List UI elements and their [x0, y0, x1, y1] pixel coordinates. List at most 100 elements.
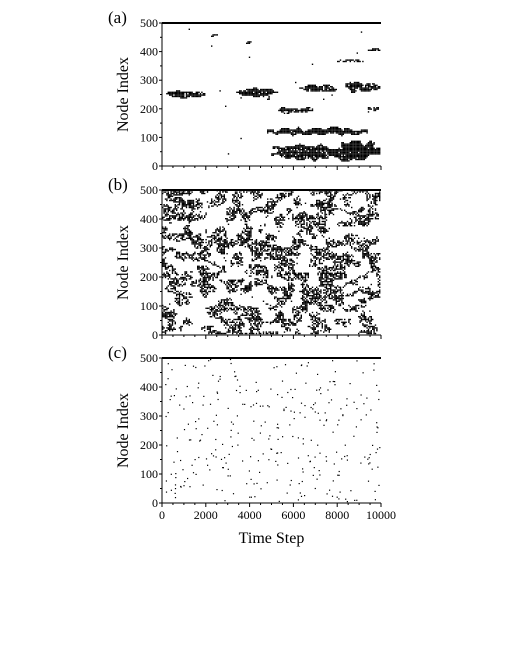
- active-cell: [337, 191, 339, 193]
- active-cell: [180, 212, 182, 214]
- active-cell: [346, 241, 349, 244]
- active-cell: [183, 236, 185, 238]
- active-cell: [279, 213, 281, 216]
- active-cell: [192, 254, 195, 256]
- active-cell: [341, 255, 343, 258]
- active-cell: [250, 281, 252, 283]
- active-cell: [338, 147, 340, 149]
- active-cell: [331, 205, 333, 207]
- active-cell: [191, 241, 193, 244]
- active-cell: [306, 216, 308, 218]
- active-cell: [302, 154, 304, 156]
- active-cell: [299, 234, 301, 237]
- active-cell: [316, 264, 318, 266]
- active-cell: [250, 250, 252, 252]
- active-cell: [359, 158, 361, 161]
- active-cell: [304, 212, 307, 214]
- active-cell: [295, 147, 297, 149]
- active-cell: [276, 223, 279, 225]
- active-cell: [344, 201, 346, 203]
- active-cell: [338, 156, 340, 158]
- active-cell: [314, 255, 316, 258]
- active-cell: [327, 276, 329, 279]
- active-cell: [310, 154, 312, 156]
- active-cell: [181, 91, 183, 93]
- active-cell: [240, 279, 242, 281]
- raster-cells: [162, 190, 381, 335]
- active-cell: [297, 239, 300, 241]
- active-cell: [180, 198, 182, 200]
- active-cell: [268, 205, 270, 207]
- active-cell: [311, 260, 314, 262]
- active-cell: [222, 268, 224, 270]
- active-cell: [359, 218, 361, 220]
- active-cell: [346, 86, 349, 88]
- active-cell: [218, 195, 220, 197]
- active-cell: [183, 204, 185, 206]
- active-cell: [229, 285, 231, 287]
- active-cell: [206, 236, 209, 238]
- active-cell: [304, 243, 307, 245]
- active-cell: [170, 265, 172, 267]
- active-cell: [279, 262, 281, 265]
- active-cell: [366, 195, 368, 197]
- active-cell: [325, 130, 328, 133]
- active-cell: [236, 243, 238, 245]
- active-cell: [274, 247, 276, 249]
- active-cell: [187, 216, 189, 218]
- active-cell: [316, 216, 318, 218]
- active-cell: [191, 209, 193, 211]
- active-cell: [324, 84, 326, 86]
- active-cell: [359, 153, 361, 155]
- active-cell: [185, 192, 188, 195]
- active-cell: [205, 248, 207, 251]
- active-cell: [316, 251, 318, 253]
- active-cell: [345, 240, 347, 242]
- active-cell: [288, 271, 290, 273]
- active-cell: [289, 208, 291, 210]
- active-cell: [330, 206, 332, 209]
- active-cell: [334, 274, 336, 276]
- active-cell: [296, 275, 298, 277]
- active-cell: [318, 146, 321, 148]
- active-cell: [267, 98, 269, 100]
- active-cell: [320, 209, 322, 211]
- active-cell: [348, 194, 350, 196]
- active-cell: [351, 237, 353, 239]
- active-cell: [342, 154, 344, 156]
- active-cell: [219, 198, 221, 200]
- active-cell: [212, 285, 214, 287]
- active-cell: [321, 274, 323, 276]
- active-cell: [282, 109, 284, 112]
- active-cell: [332, 255, 335, 258]
- active-cell: [164, 215, 167, 217]
- active-cell: [320, 151, 322, 154]
- active-cell: [187, 226, 189, 228]
- active-cell: [324, 146, 326, 148]
- active-cell: [359, 222, 361, 224]
- active-cell: [332, 90, 335, 92]
- active-cell: [311, 236, 314, 238]
- active-cell: [310, 261, 312, 263]
- active-cell: [170, 93, 172, 95]
- active-cell: [321, 88, 323, 91]
- active-cell: [344, 275, 346, 277]
- active-cell: [222, 243, 224, 245]
- active-cell: [198, 265, 200, 267]
- active-cell: [302, 158, 304, 161]
- active-cell: [348, 83, 350, 85]
- active-cell: [335, 267, 337, 269]
- active-cell: [318, 253, 321, 255]
- active-cell: [192, 260, 195, 262]
- active-cell: [356, 265, 358, 267]
- active-cell: [247, 93, 249, 95]
- active-cell: [288, 149, 290, 151]
- active-cell: [183, 219, 185, 221]
- active-cell: [377, 215, 379, 217]
- active-cell: [181, 191, 183, 193]
- active-cell: [164, 251, 167, 253]
- active-cell: [183, 205, 185, 207]
- active-cell: [320, 88, 322, 91]
- active-cell: [353, 91, 356, 93]
- active-cell: [176, 95, 178, 98]
